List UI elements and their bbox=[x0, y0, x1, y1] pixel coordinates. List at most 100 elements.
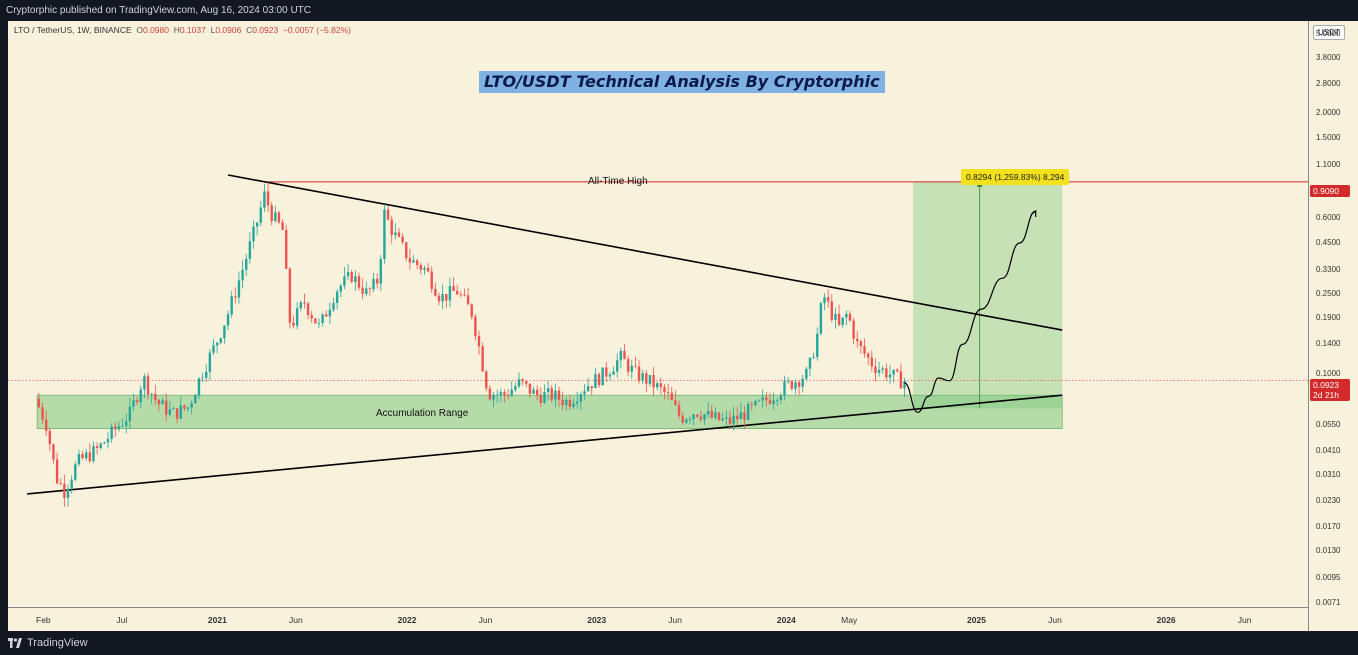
candle-body bbox=[568, 400, 572, 407]
candle-body bbox=[546, 388, 550, 393]
publish-text: Cryptorphic published on TradingView.com… bbox=[6, 5, 311, 16]
candle-body bbox=[103, 442, 106, 444]
candle-body bbox=[121, 425, 124, 427]
candle-body bbox=[696, 414, 699, 417]
candle-body bbox=[637, 366, 641, 381]
lower-trendline bbox=[27, 394, 1063, 495]
candle-body bbox=[41, 407, 44, 420]
candle-body bbox=[706, 410, 710, 415]
candle-body bbox=[721, 418, 724, 421]
candle-body bbox=[794, 382, 797, 389]
candle-body bbox=[448, 286, 452, 301]
candle-body bbox=[532, 389, 535, 394]
candle-body bbox=[885, 368, 888, 378]
candle-body bbox=[819, 303, 823, 334]
candle-body bbox=[506, 395, 510, 397]
candle-body bbox=[754, 400, 757, 405]
candle-body bbox=[270, 205, 273, 222]
time-tick-label: Jun bbox=[288, 615, 303, 625]
brand-name: TradingView bbox=[27, 637, 88, 649]
candle-body bbox=[74, 464, 77, 480]
candle-body bbox=[186, 407, 190, 409]
candle-body bbox=[888, 374, 892, 378]
candle-body bbox=[848, 313, 852, 321]
candle-body bbox=[277, 212, 281, 223]
candle-body bbox=[776, 400, 779, 401]
tradingview-logo[interactable]: TradingView bbox=[8, 637, 88, 649]
candle-body bbox=[477, 336, 481, 347]
candle-body bbox=[826, 297, 830, 302]
candle-body bbox=[266, 191, 270, 206]
candle-body bbox=[856, 338, 859, 342]
candle-body bbox=[525, 381, 528, 384]
candle-body bbox=[281, 222, 284, 230]
price-tick-label: 0.0170 bbox=[1316, 522, 1341, 532]
candle-body bbox=[565, 400, 568, 406]
candle-body bbox=[397, 232, 401, 237]
candle-body bbox=[495, 394, 499, 396]
price-tick-label: 0.1900 bbox=[1316, 312, 1341, 322]
candle-body bbox=[783, 381, 786, 396]
candle-body bbox=[95, 446, 99, 448]
candle-body bbox=[274, 212, 277, 222]
candle-body bbox=[135, 400, 139, 403]
candle-body bbox=[44, 419, 48, 431]
candle-body bbox=[572, 403, 575, 407]
price-tick-label: 5.0000 bbox=[1316, 28, 1341, 38]
candle-body bbox=[361, 287, 364, 294]
candle-body bbox=[459, 294, 463, 296]
candle-body bbox=[488, 388, 492, 400]
time-tick-label: Jul bbox=[116, 615, 128, 625]
candle-body bbox=[434, 288, 437, 296]
price-tick-label: 0.0310 bbox=[1316, 470, 1341, 480]
candle-body bbox=[645, 373, 648, 384]
price-chart[interactable] bbox=[8, 21, 1358, 631]
price-tick-label: 2.8000 bbox=[1316, 79, 1341, 89]
price-tick-label: 0.0410 bbox=[1316, 445, 1341, 455]
candle-body bbox=[554, 390, 557, 400]
candle-body bbox=[499, 392, 503, 395]
candle-body bbox=[234, 296, 237, 298]
time-tick-label: May bbox=[841, 615, 858, 625]
candle-body bbox=[379, 259, 383, 284]
candle-body bbox=[612, 371, 615, 375]
candle-body bbox=[405, 242, 408, 259]
candle-body bbox=[375, 278, 379, 284]
symbol-name[interactable]: LTO / TetherUS, 1W, BINANCE bbox=[14, 25, 132, 35]
candle-body bbox=[84, 452, 88, 459]
candle-body bbox=[412, 260, 415, 263]
candle-body bbox=[52, 444, 55, 460]
candle-body bbox=[263, 191, 266, 208]
candle-body bbox=[183, 405, 186, 409]
currency-badge[interactable]: USDT bbox=[1313, 25, 1345, 40]
candle-body bbox=[205, 371, 208, 378]
candle-body bbox=[797, 382, 801, 387]
chart-area[interactable]: LTO / TetherUS, 1W, BINANCE O0.0980 H0.1… bbox=[8, 21, 1358, 631]
projection-arrowhead bbox=[1030, 209, 1037, 218]
candle-body bbox=[230, 296, 233, 315]
candle-body bbox=[750, 404, 753, 405]
candle-body bbox=[605, 367, 608, 377]
candle-body bbox=[132, 400, 135, 407]
candle-body bbox=[317, 322, 321, 324]
candle-body bbox=[310, 314, 313, 319]
price-tick-label: 3.8000 bbox=[1316, 52, 1341, 62]
candle-body bbox=[576, 401, 579, 404]
candle-body bbox=[561, 399, 564, 406]
candle-body bbox=[390, 219, 393, 236]
candle-body bbox=[350, 272, 353, 283]
upper-trendline bbox=[227, 174, 1063, 331]
candle-body bbox=[48, 430, 52, 445]
time-tick-label: Jun bbox=[478, 615, 493, 625]
current-price-tag: 0.0923 bbox=[1310, 379, 1350, 391]
candle-body bbox=[816, 333, 819, 357]
candle-body bbox=[877, 369, 881, 373]
symbol-info: LTO / TetherUS, 1W, BINANCE O0.0980 H0.1… bbox=[14, 25, 351, 35]
candle-body bbox=[772, 400, 775, 404]
candle-body bbox=[408, 258, 412, 263]
candle-body bbox=[866, 353, 870, 358]
candle-body bbox=[106, 438, 110, 443]
candle-body bbox=[299, 302, 302, 309]
open-value: 0.0980 bbox=[142, 25, 169, 35]
candle-body bbox=[368, 288, 372, 290]
